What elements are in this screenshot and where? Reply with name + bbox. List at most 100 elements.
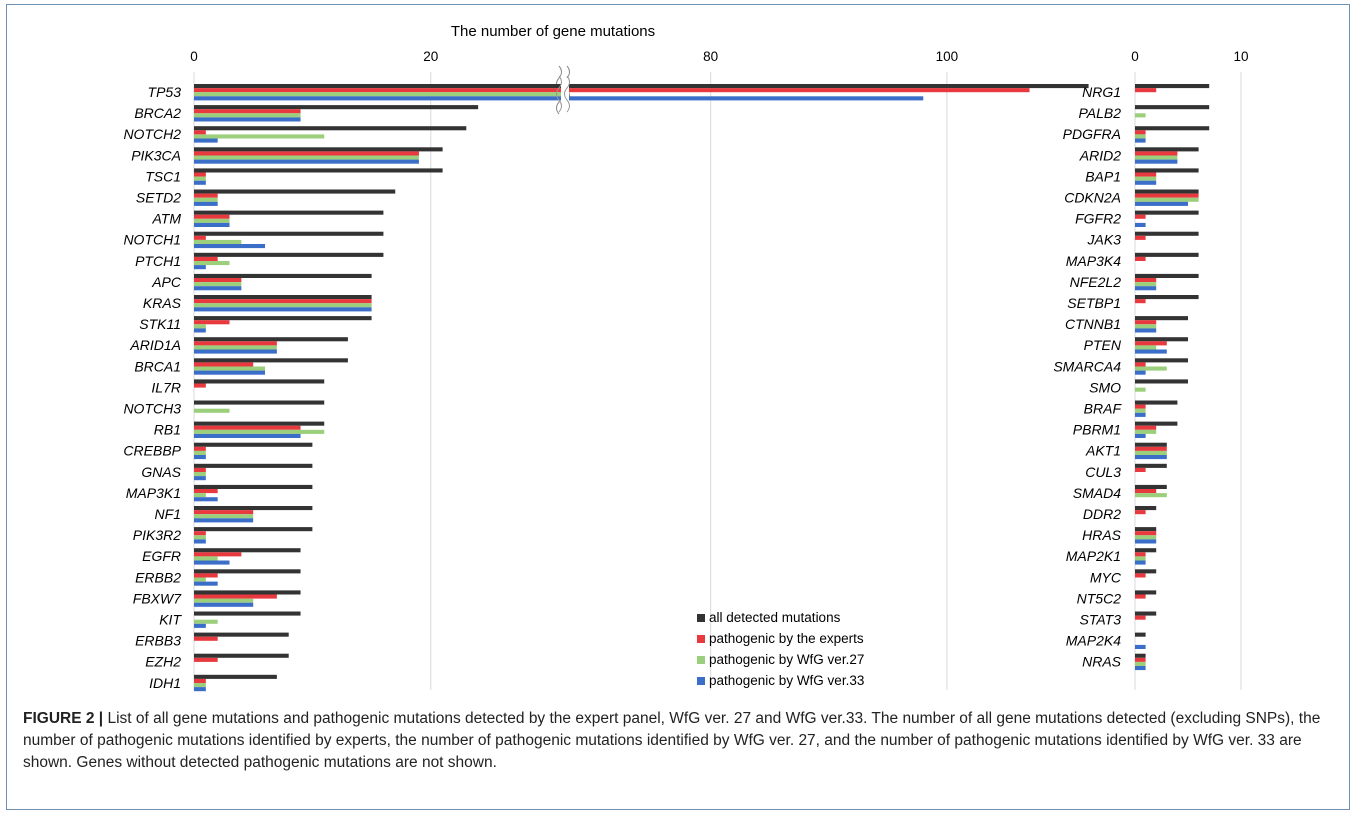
- bar: [1135, 493, 1167, 498]
- gene-label: KIT: [159, 612, 182, 628]
- bar: [194, 539, 206, 544]
- bar: [194, 493, 206, 498]
- legend-swatch: [697, 677, 705, 685]
- bar: [1135, 201, 1188, 206]
- gene-label: JAK3: [1087, 232, 1122, 248]
- bar: [194, 450, 206, 455]
- gene-label: ERBB2: [135, 569, 181, 585]
- axis-break-mark: [556, 75, 562, 113]
- bar: [1135, 552, 1146, 557]
- bar: [1135, 328, 1157, 333]
- bar: [194, 370, 266, 375]
- bar: [1135, 337, 1188, 342]
- bar: [1135, 362, 1146, 367]
- bar: [194, 497, 218, 502]
- gene-label: GNAS: [141, 464, 181, 480]
- bar: [1135, 484, 1167, 489]
- bar: [1135, 506, 1157, 511]
- bar: [1135, 176, 1157, 181]
- bar: [194, 455, 206, 460]
- bar: [1135, 425, 1157, 430]
- bar: [1135, 105, 1210, 110]
- bar: [194, 556, 218, 561]
- bar: [1135, 282, 1157, 287]
- gene-label: RB1: [154, 422, 181, 438]
- bar: [194, 222, 230, 227]
- bar: [1135, 590, 1157, 595]
- gene-label: CREBBP: [123, 443, 181, 459]
- bar: [194, 379, 325, 384]
- gene-label: PBRM1: [1073, 422, 1121, 438]
- bar: [1135, 400, 1178, 405]
- bar: [1135, 404, 1146, 409]
- bar: [194, 408, 230, 413]
- bar: [194, 138, 218, 143]
- gene-label: AKT1: [1085, 443, 1121, 459]
- bar: [1135, 147, 1199, 152]
- bar: [1135, 666, 1146, 671]
- legend-label: all detected mutations: [709, 610, 841, 625]
- bar: [1135, 214, 1146, 219]
- bar: [1135, 429, 1157, 434]
- bar: [1135, 168, 1199, 173]
- bar: [1135, 197, 1199, 202]
- bar: [194, 320, 230, 325]
- bar: [1135, 84, 1210, 89]
- bar: [1135, 594, 1146, 599]
- bar: [194, 295, 372, 300]
- gene-label: PDGFRA: [1063, 126, 1121, 142]
- bar: [194, 489, 218, 494]
- bar: [1135, 548, 1157, 553]
- gene-label: PALB2: [1078, 105, 1121, 121]
- bar: [194, 214, 230, 219]
- bar: [194, 96, 924, 101]
- gene-label: CDKN2A: [1064, 190, 1121, 206]
- gene-label: ATM: [151, 211, 181, 227]
- bar: [194, 527, 313, 532]
- gene-label: STAT3: [1080, 612, 1122, 628]
- bar: [1135, 569, 1157, 574]
- bar: [194, 337, 348, 342]
- bar: [1135, 408, 1146, 413]
- tick-label-left: 0: [190, 49, 198, 64]
- bar: [194, 535, 206, 540]
- bar: [194, 429, 325, 434]
- bar: [194, 623, 206, 628]
- gene-label: ARID1A: [129, 337, 181, 353]
- bar: [194, 218, 230, 223]
- bar: [194, 193, 218, 198]
- gene-label: NOTCH1: [123, 232, 181, 248]
- bar: [1135, 138, 1146, 143]
- bar: [194, 252, 384, 257]
- bar: [194, 552, 242, 557]
- bar: [194, 560, 230, 565]
- tick-label-left: 80: [703, 49, 718, 64]
- gene-label: STK11: [139, 316, 181, 332]
- bar: [194, 299, 372, 304]
- caption-text: List of all gene mutations and pathogeni…: [23, 710, 1321, 771]
- bar: [1135, 130, 1146, 135]
- bar: [1135, 539, 1157, 544]
- bar: [1135, 615, 1146, 620]
- legend-label: pathogenic by WfG ver.27: [709, 652, 864, 667]
- bar: [1135, 349, 1167, 354]
- gene-label: PTCH1: [135, 253, 181, 269]
- legend-swatch: [697, 656, 705, 664]
- bar: [1135, 126, 1210, 131]
- gene-label: MAP2K4: [1066, 633, 1121, 649]
- bar: [194, 366, 266, 371]
- bar: [194, 92, 569, 97]
- bar: [1135, 231, 1199, 236]
- gene-label: IDH1: [149, 675, 181, 691]
- bar: [194, 328, 206, 333]
- bar: [1135, 387, 1146, 392]
- gene-label: NFE2L2: [1070, 274, 1122, 290]
- bar: [194, 678, 206, 683]
- bar: [1135, 345, 1157, 350]
- bar: [1135, 379, 1188, 384]
- gene-label: MAP3K4: [1066, 253, 1121, 269]
- bar: [194, 442, 313, 447]
- bar: [1135, 450, 1167, 455]
- gene-label: SMAD4: [1073, 485, 1121, 501]
- bar: [194, 256, 218, 261]
